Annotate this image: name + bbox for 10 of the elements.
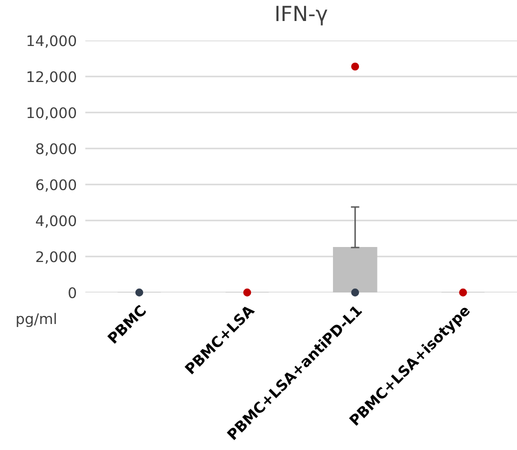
y-tick-label: 12,000 [28, 71, 76, 84]
y-tick-label: 4,000 [36, 215, 76, 228]
chart-title: IFN-γ [276, 6, 328, 26]
y-tick-label: 8,000 [36, 143, 76, 156]
y-tick-label: 6,000 [36, 179, 76, 192]
y-tick-label: 10,000 [28, 107, 76, 120]
y-tick-label: 14,000 [28, 35, 76, 48]
y-tick-label: 2,000 [36, 251, 76, 264]
y-axis-title: pg/ml [16, 312, 56, 328]
y-tick-label: 0 [68, 287, 76, 298]
